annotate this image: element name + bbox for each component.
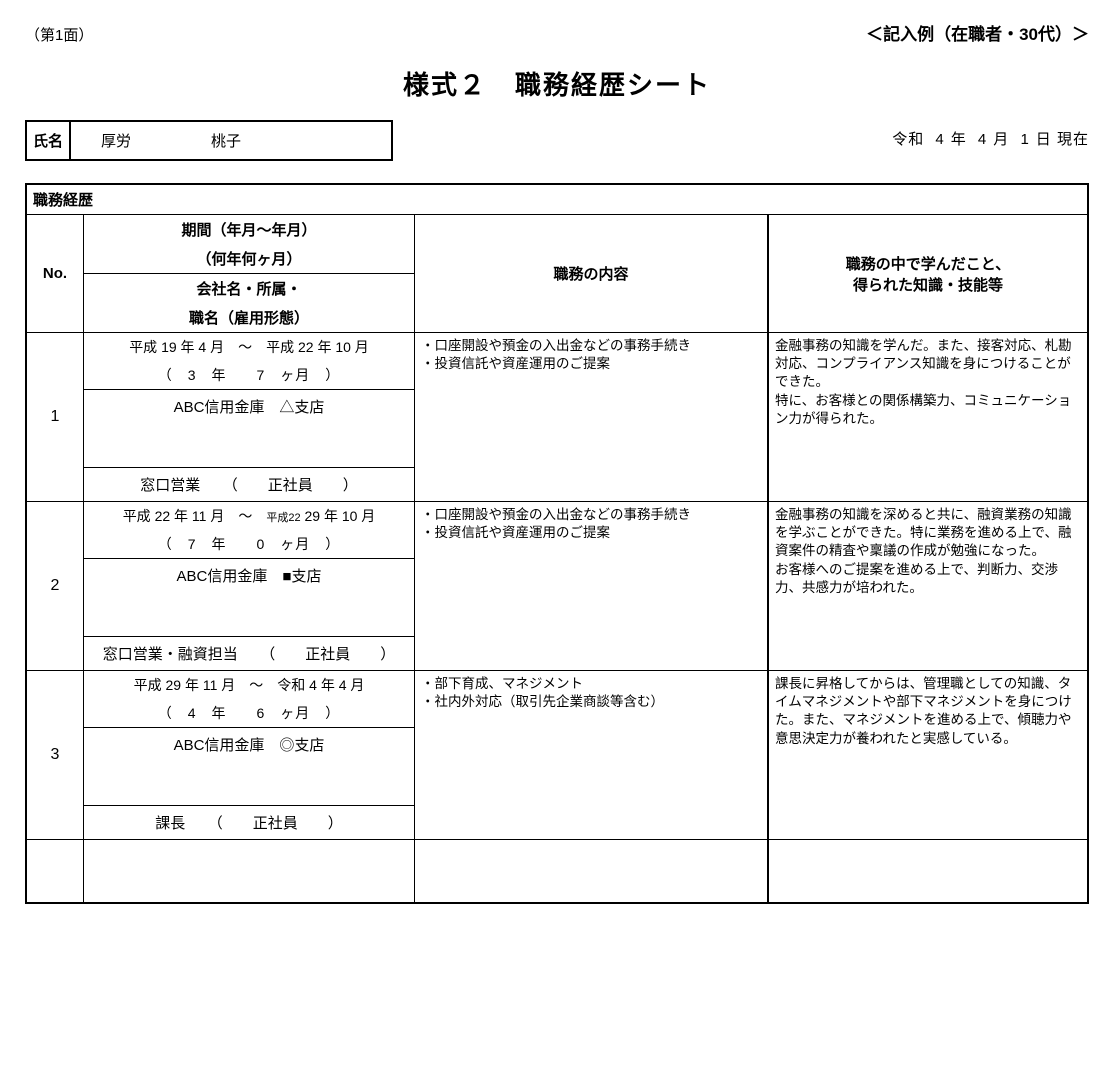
table-row-empty-no xyxy=(26,840,84,904)
header-job: 職務の内容 xyxy=(415,215,769,333)
table-row-learn: 金融事務の知識を学んだ。また、接客対応、札勘対応、コンプライアンス知識を身につけ… xyxy=(768,333,1088,502)
date-day: 1 xyxy=(1020,131,1029,148)
table-row-period: 平成 22 年 11 月 ～ 平成22 29 年 10 月（ 7 年 0 ヶ月 … xyxy=(84,502,415,671)
table-row-learn: 課長に昇格してからは、管理職としての知識、タイムマネジメントや部下マネジメントを… xyxy=(768,671,1088,840)
date-year: 4 xyxy=(935,131,944,148)
name-label: 氏名 xyxy=(27,122,71,159)
page-indicator: （第1面） xyxy=(25,24,93,45)
table-row-no: 3 xyxy=(26,671,84,840)
example-note: ＜記入例（在職者・30代）＞ xyxy=(866,20,1089,45)
as-of-date: 令和 4年 4月 1日 現在 xyxy=(892,120,1089,149)
table-row-job: ・口座開設や預金の入出金などの事務手続き・投資信託や資産運用のご提案 xyxy=(415,333,769,502)
date-month: 4 xyxy=(978,131,987,148)
table-row-empty-job xyxy=(415,840,769,904)
table-row-job: ・口座開設や預金の入出金などの事務手続き・投資信託や資産運用のご提案 xyxy=(415,502,769,671)
header-learn: 職務の中で学んだこと、 得られた知識・技能等 xyxy=(768,215,1088,333)
table-row-period: 平成 29 年 11 月 ～ 令和 4 年 4 月（ 4 年 6 ヶ月 ）ABC… xyxy=(84,671,415,840)
table-row-empty-learn xyxy=(768,840,1088,904)
table-row-empty-period xyxy=(84,840,415,904)
table-row-learn: 金融事務の知識を深めると共に、融資業務の知識を学ぶことができた。特に業務を進める… xyxy=(768,502,1088,671)
table-row-job: ・部下育成、マネジメント・社内外対応（取引先企業商談等含む） xyxy=(415,671,769,840)
header-no: No. xyxy=(26,215,84,333)
header-period: 期間（年月～年月） （何年何ヶ月） 会社名・所属・ 職名（雇用形態） xyxy=(84,215,415,333)
date-era: 令和 xyxy=(892,131,924,148)
date-suffix: 現在 xyxy=(1057,131,1089,148)
table-row-no: 2 xyxy=(26,502,84,671)
name-box: 氏名 厚労 桃子 xyxy=(25,120,393,161)
section-title: 職務経歴 xyxy=(26,184,1088,215)
page-title: 様式２ 職務経歴シート xyxy=(25,65,1089,102)
table-row-no: 1 xyxy=(26,333,84,502)
name-given: 桃子 xyxy=(211,130,241,151)
name-value: 厚労 桃子 xyxy=(71,122,391,159)
name-family: 厚労 xyxy=(101,130,131,151)
table-row-period: 平成 19 年 4 月 ～ 平成 22 年 10 月（ 3 年 7 ヶ月 ）AB… xyxy=(84,333,415,502)
work-history-table: 職務経歴 No. 期間（年月～年月） （何年何ヶ月） 会社名・所属・ 職名（雇用… xyxy=(25,183,1089,904)
